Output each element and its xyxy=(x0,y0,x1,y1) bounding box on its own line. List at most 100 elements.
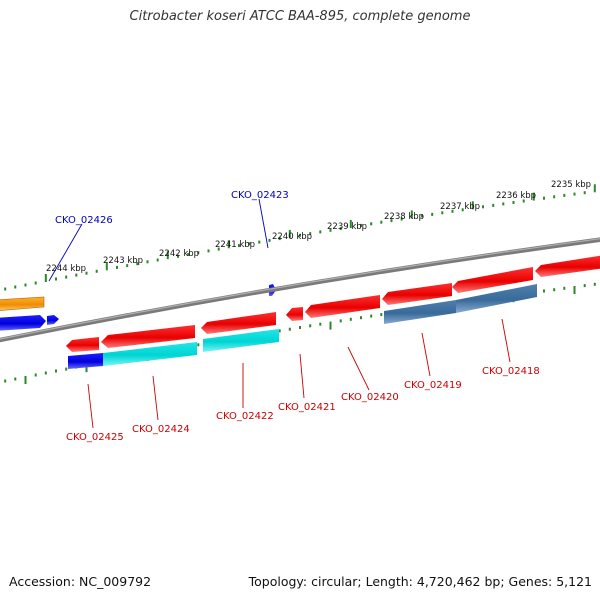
major-tick xyxy=(105,262,108,271)
minor-tick xyxy=(563,193,566,197)
major-tick xyxy=(410,210,413,219)
minor-tick xyxy=(441,211,444,215)
minor-tick xyxy=(543,196,545,200)
minor-tick xyxy=(329,228,332,232)
minor-tick xyxy=(400,217,403,221)
major-tick xyxy=(349,220,352,228)
gene-label-forward: CKO_02423 xyxy=(231,190,289,201)
scale-labels: 2244 kbp 2243 kbp 2242 kbp 2241 kbp 2240… xyxy=(46,180,591,274)
gene-label-forward: CKO_02426 xyxy=(55,215,113,226)
major-tick xyxy=(227,240,230,249)
minor-tick xyxy=(583,284,586,288)
major-tick xyxy=(85,364,88,373)
minor-tick xyxy=(522,199,525,203)
minor-tick xyxy=(177,254,179,258)
major-tick xyxy=(44,274,47,282)
minor-tick xyxy=(55,277,57,281)
minor-tick xyxy=(136,262,139,266)
genome-backbone xyxy=(0,237,600,343)
genome-summary: Topology: circular; Length: 4,720,462 bp… xyxy=(248,574,592,589)
minor-tick xyxy=(543,289,545,293)
minor-tick xyxy=(95,269,98,273)
gene-label-reverse: CKO_02422 xyxy=(216,411,274,422)
minor-tick xyxy=(502,202,505,206)
outer-scale-track xyxy=(4,184,596,291)
minor-tick xyxy=(278,237,281,241)
gene-label-reverse: CKO_02418 xyxy=(482,366,540,377)
minor-tick xyxy=(238,244,240,248)
gene-cko-02419 xyxy=(382,283,452,305)
minor-tick xyxy=(349,317,352,321)
minor-tick xyxy=(380,220,383,224)
gene-blue-forward xyxy=(0,315,46,331)
minor-tick xyxy=(278,329,281,333)
scale-label: 2244 kbp xyxy=(46,264,86,274)
minor-tick xyxy=(146,260,149,264)
gene-labels: CKO_02426 CKO_02423 CKO_02425 CKO_02424 … xyxy=(55,190,540,443)
gene-orange xyxy=(0,296,45,311)
minor-tick xyxy=(4,287,7,291)
minor-tick xyxy=(65,367,68,371)
minor-tick xyxy=(14,377,17,381)
gene-row2-cyan-b xyxy=(203,329,279,352)
minor-tick xyxy=(207,249,210,253)
minor-tick xyxy=(4,379,7,383)
minor-tick xyxy=(299,233,301,237)
gene-cko-02425 xyxy=(66,337,99,352)
minor-tick xyxy=(512,201,515,204)
minor-tick xyxy=(482,205,484,209)
minor-tick xyxy=(553,195,556,199)
minor-tick xyxy=(55,369,57,373)
scale-label: 2240 kbp xyxy=(272,232,312,242)
gene-red-edge xyxy=(535,255,600,277)
major-tick xyxy=(24,376,27,384)
minor-tick xyxy=(248,242,251,246)
scale-label: 2243 kbp xyxy=(103,256,143,266)
minor-tick xyxy=(217,247,220,251)
major-tick xyxy=(593,184,596,193)
gene-cko-02422 xyxy=(201,312,276,334)
minor-tick xyxy=(309,324,312,328)
minor-tick xyxy=(268,238,271,242)
minor-tick xyxy=(319,230,322,234)
gene-cko-02424 xyxy=(101,325,195,348)
forward-genes xyxy=(0,284,276,331)
minor-tick xyxy=(421,214,423,218)
gene-cko-02418 xyxy=(452,267,533,293)
gene-cko-02421 xyxy=(286,307,303,321)
reverse-genes xyxy=(66,255,600,369)
minor-tick xyxy=(390,219,393,223)
minor-tick xyxy=(24,283,27,287)
minor-tick xyxy=(34,281,37,285)
minor-tick xyxy=(583,191,586,195)
gene-blue-small xyxy=(47,315,59,325)
gene-row2-steel-a xyxy=(384,300,456,324)
scale-label: 2236 kbp xyxy=(496,191,536,201)
major-tick xyxy=(329,321,332,330)
minor-tick xyxy=(380,313,383,317)
minor-tick xyxy=(197,251,200,255)
minor-tick xyxy=(461,208,464,212)
minor-tick xyxy=(593,282,596,286)
minor-tick xyxy=(288,327,291,331)
minor-tick xyxy=(431,212,434,216)
gene-label-reverse: CKO_02424 xyxy=(132,424,190,435)
minor-tick xyxy=(573,192,576,196)
minor-tick xyxy=(360,316,362,320)
gene-cko-02420 xyxy=(305,295,380,318)
accession-text: Accession: NC_009792 xyxy=(9,574,152,589)
minor-tick xyxy=(44,371,47,375)
gene-row2-steel-b xyxy=(456,284,537,313)
scale-label: 2241 kbp xyxy=(215,240,255,250)
minor-tick xyxy=(34,373,37,377)
minor-tick xyxy=(339,227,342,231)
scale-label: 2235 kbp xyxy=(551,180,591,190)
minor-tick xyxy=(339,319,342,323)
gene-label-reverse: CKO_02421 xyxy=(278,402,336,413)
scale-label: 2239 kbp xyxy=(327,222,367,232)
major-tick xyxy=(573,286,576,294)
scale-label: 2242 kbp xyxy=(159,249,199,259)
minor-tick xyxy=(309,232,312,236)
minor-tick xyxy=(116,265,118,269)
